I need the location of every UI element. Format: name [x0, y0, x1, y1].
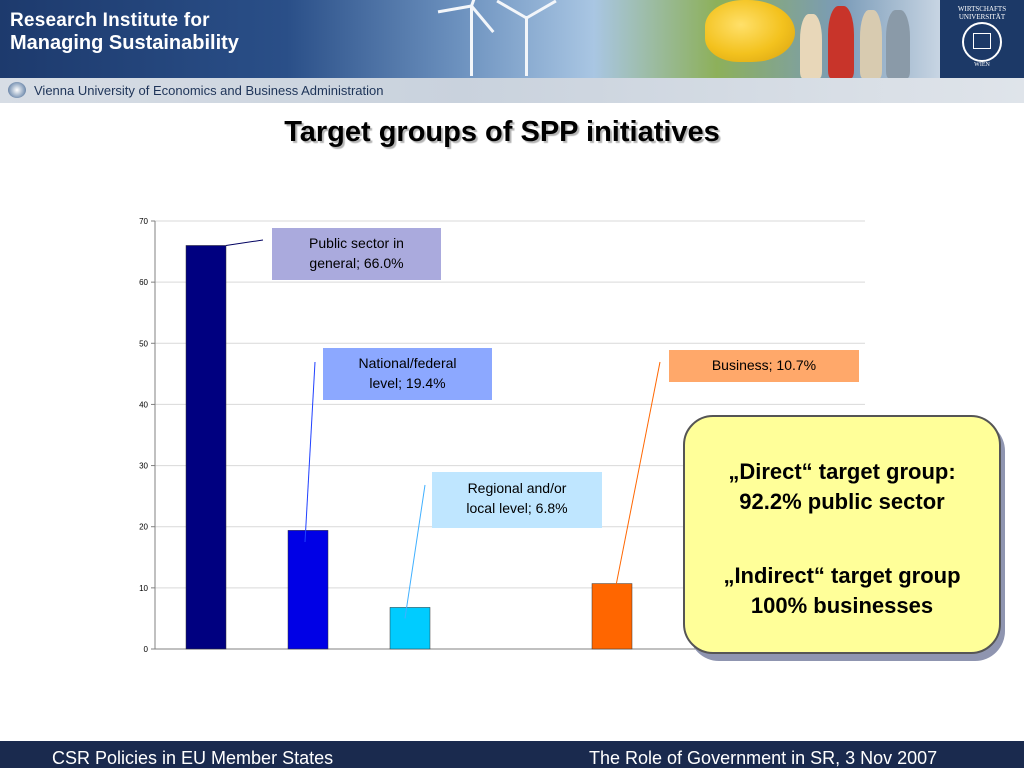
- y-tick-label: 20: [139, 523, 148, 532]
- data-label-regional-level-line2: local level; 6.8%: [466, 500, 568, 516]
- data-label-regional-level-line1: Regional and/or: [467, 480, 567, 496]
- data-label-public-sector-line1: Public sector in: [309, 235, 404, 251]
- y-tick-label: 10: [139, 584, 148, 593]
- data-label-national-level: National/federal level; 19.4%: [323, 348, 492, 400]
- data-label-business: Business; 10.7%: [669, 350, 859, 382]
- butterfly-icon: [705, 0, 795, 62]
- y-tick-label: 40: [139, 400, 148, 409]
- y-tick-label: 30: [139, 462, 148, 471]
- data-label-national-level-line1: National/federal: [358, 355, 457, 371]
- callout-direct-line1: „Direct“ target group:: [728, 459, 956, 484]
- university-bar: [0, 78, 1024, 103]
- data-label-public-sector-line2: general; 66.0%: [309, 255, 404, 271]
- footer-bar: [0, 741, 1024, 768]
- slide-title: Target groups of SPP initiatives: [284, 116, 720, 148]
- bar-national-level: [287, 530, 329, 650]
- leader-line: [304, 361, 316, 543]
- leader-line: [404, 484, 426, 619]
- data-label-national-level-line2: level; 19.4%: [369, 375, 446, 391]
- data-label-regional-level: Regional and/or local level; 6.8%: [432, 472, 602, 528]
- crest-city: WIEN: [974, 62, 990, 68]
- callout-direct-line2: 92.2% public sector: [739, 489, 945, 514]
- y-tick-label: 50: [139, 339, 148, 348]
- summary-callout: „Direct“ target group: 92.2% public sect…: [683, 415, 1001, 654]
- bar-public-sector: [185, 245, 227, 650]
- leader-line: [615, 361, 661, 586]
- data-label-public-sector: Public sector in general; 66.0%: [272, 228, 441, 280]
- header-banner: Research Institute for Managing Sustaina…: [0, 0, 1024, 78]
- bar-business: [591, 583, 633, 650]
- crest-emblem-icon: [962, 22, 1002, 62]
- y-tick-label: 60: [139, 278, 148, 287]
- callout-indirect-line1: „Indirect“ target group: [723, 563, 961, 588]
- callout-indirect-line2: 100% businesses: [750, 593, 934, 618]
- data-label-business-line1: Business; 10.7%: [711, 357, 817, 373]
- org-name-line1: Research Institute for: [10, 10, 210, 31]
- org-name-line2: Managing Sustainability: [10, 32, 239, 54]
- crest-text: WIRTSCHAFTS UNIVERSITÄT: [957, 5, 1007, 21]
- footer-right-text: The Role of Government in SR, 3 Nov 2007: [589, 748, 938, 768]
- bar-regional-level: [389, 607, 431, 650]
- university-name: Vienna University of Economics and Busin…: [34, 83, 384, 98]
- leader-line: [225, 239, 264, 246]
- y-tick-label: 0: [144, 645, 149, 654]
- footer-left-text: CSR Policies in EU Member States: [52, 748, 334, 768]
- y-tick-label: 70: [139, 217, 148, 226]
- university-logo-icon: [8, 82, 26, 98]
